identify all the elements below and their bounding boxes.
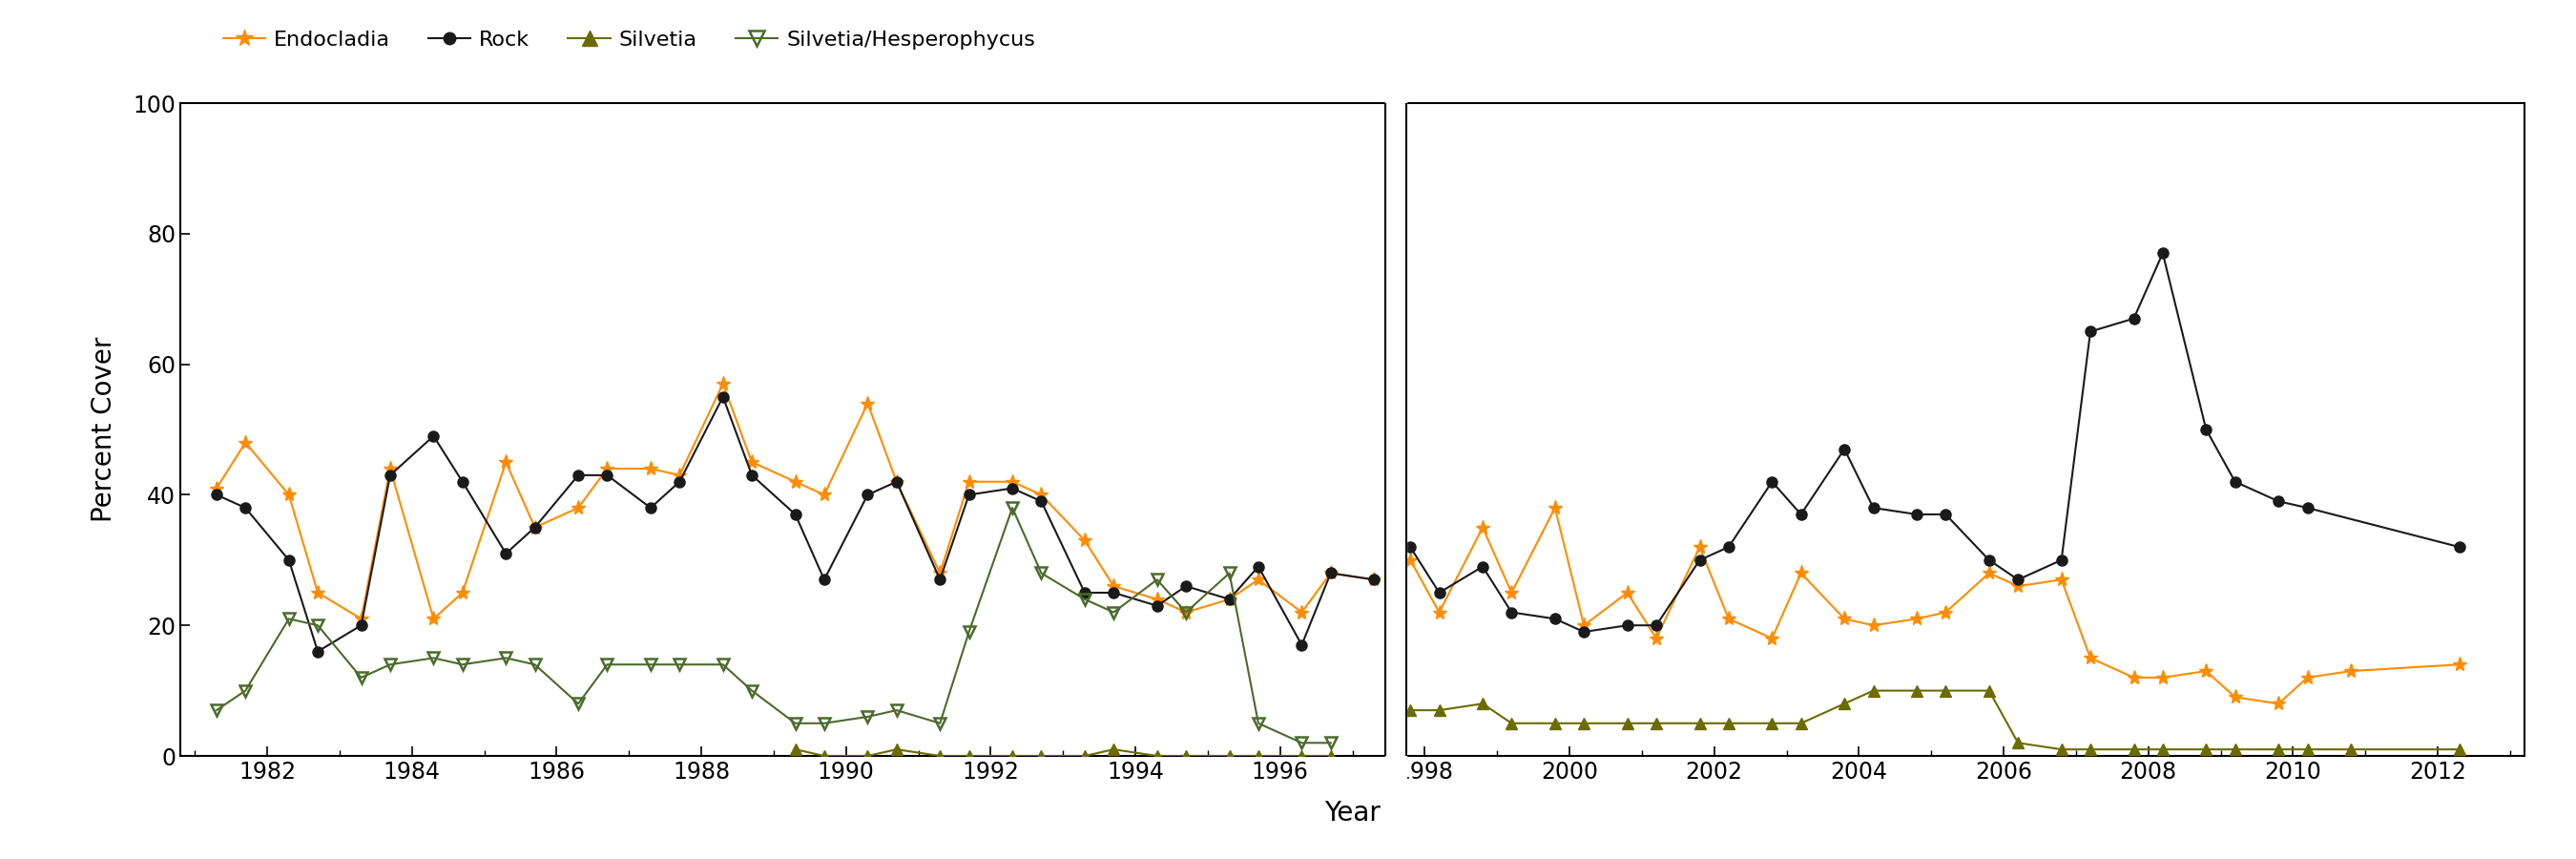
Y-axis label: Percent Cover: Percent Cover bbox=[90, 337, 116, 522]
X-axis label: Year: Year bbox=[1324, 800, 1381, 826]
Legend: Endocladia, Rock, Silvetia, Silvetia/Hesperophycus: Endocladia, Rock, Silvetia, Silvetia/Hes… bbox=[214, 22, 1043, 58]
Bar bbox=[1386, 38, 1406, 789]
